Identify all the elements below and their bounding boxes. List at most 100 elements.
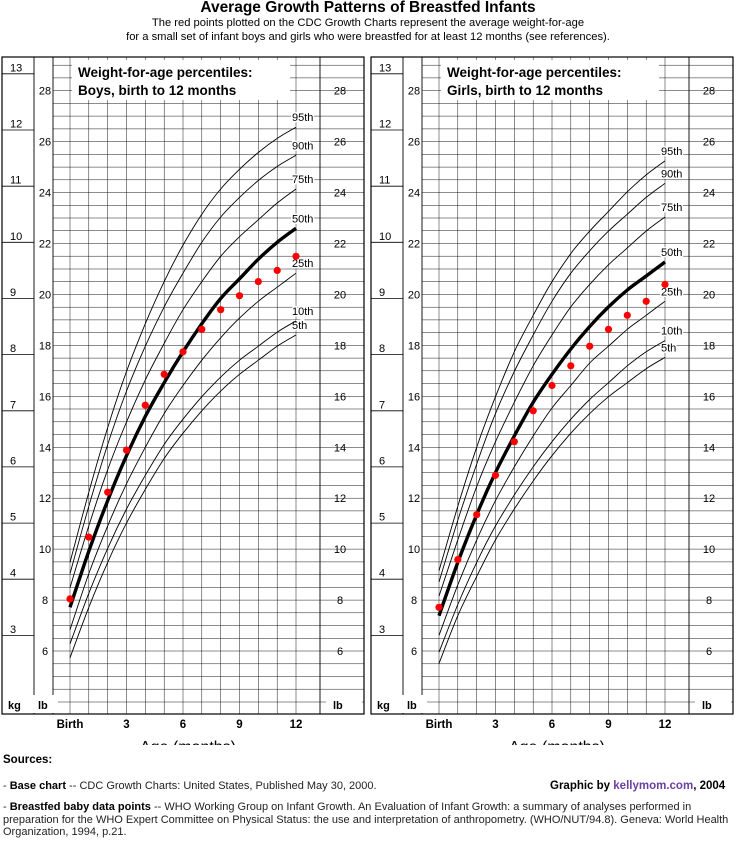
lb-tick-label-right: 6 — [706, 646, 712, 658]
x-axis-label: Age (months) — [509, 739, 605, 745]
kg-tick-label: 8 — [10, 343, 16, 355]
credit-site-link[interactable]: kellymom.com — [613, 780, 694, 792]
breastfed-data-point — [85, 533, 93, 541]
breastfed-data-point — [273, 266, 281, 274]
boys-weight-chart: 3456789101112134466881010121214141616181… — [1, 56, 365, 745]
chart-title-background — [72, 60, 290, 100]
kg-tick-label: 7 — [379, 399, 385, 411]
lb-tick-label-left: 26 — [39, 137, 51, 149]
breastfed-data-point — [661, 280, 669, 288]
lb-tick-label-right: 10 — [334, 544, 346, 556]
kg-tick-label: 13 — [10, 62, 22, 74]
breastfed-data-point — [122, 446, 131, 454]
percentile-label-95th: 95th — [661, 146, 682, 158]
lb-tick-label-right: 26 — [334, 137, 346, 149]
percentile-label-95th: 95th — [292, 112, 313, 124]
lb-unit-label-left: lb — [407, 700, 417, 712]
percentile-label-5th: 5th — [661, 342, 676, 354]
girls-weight-chart: 3456789101112134466881010121214141616181… — [370, 56, 734, 745]
breastfed-data-point — [586, 342, 594, 350]
percentile-curve-5th — [69, 334, 297, 658]
sources-heading: Sources: — [3, 754, 53, 766]
unit-label-background — [326, 695, 362, 713]
lb-tick-label-left: 20 — [408, 289, 420, 301]
lb-tick-label-left: 16 — [39, 391, 51, 403]
kg-tick-label: 12 — [10, 119, 22, 131]
lb-tick-label-left: 22 — [408, 239, 420, 251]
breastfed-data-point — [198, 325, 206, 333]
breastfed-data-point — [66, 595, 74, 603]
kg-tick-label: 5 — [10, 512, 16, 524]
source-base-chart-text: -- CDC Growth Charts: United States, Pub… — [66, 780, 377, 792]
kg-tick-label: 5 — [379, 512, 385, 524]
percentile-curve-10th — [69, 320, 297, 644]
kg-tick-label: 11 — [379, 175, 390, 187]
lb-tick-label-right: 16 — [703, 391, 715, 403]
breastfed-data-point — [435, 603, 443, 611]
lb-tick-label-right: 14 — [703, 442, 715, 454]
kg-tick-label: 11 — [10, 175, 21, 187]
credit-suffix: , 2004 — [693, 780, 726, 792]
x-tick-label: Birth — [426, 719, 453, 731]
chart-title-line-1: Weight-for-age percentiles: — [78, 65, 253, 80]
lb-unit-label-right: lb — [333, 700, 343, 712]
lb-tick-label-left: 12 — [408, 493, 420, 505]
breastfed-data-point — [510, 438, 518, 446]
unit-label-background — [3, 695, 58, 713]
lb-tick-label-right: 22 — [703, 239, 715, 251]
percentile-label-50th: 50th — [292, 213, 313, 225]
breastfed-data-point — [141, 401, 149, 409]
percentile-label-75th: 75th — [292, 174, 313, 186]
lb-tick-label-right: 12 — [703, 493, 715, 505]
credit-prefix: Graphic by — [550, 780, 614, 792]
lb-tick-label-left: 14 — [39, 442, 51, 454]
kg-tick-label: 10 — [10, 231, 22, 243]
breastfed-data-point — [160, 370, 168, 378]
kg-tick-label: 3 — [379, 624, 385, 636]
lb-tick-label-left: 10 — [39, 544, 51, 556]
percentile-curve-5th — [438, 357, 666, 664]
x-tick-label: 12 — [290, 719, 303, 731]
lb-unit-label-left: lb — [38, 700, 48, 712]
lb-tick-label-left: 8 — [42, 595, 48, 607]
lb-tick-label-left: 6 — [42, 646, 48, 658]
lb-tick-label-left: 28 — [39, 86, 51, 98]
lb-unit-label-right: lb — [702, 700, 712, 712]
x-axis-label: Age (months) — [140, 739, 236, 745]
x-tick-label: 6 — [180, 719, 186, 731]
lb-tick-label-left: 10 — [408, 544, 420, 556]
lb-tick-label-right: 8 — [706, 595, 712, 607]
x-tick-label: 3 — [492, 719, 498, 731]
lb-tick-label-left: 28 — [408, 86, 420, 98]
chart-title-line-2: Girls, birth to 12 months — [447, 83, 603, 98]
subtitle-line-2: for a small set of infant boys and girls… — [126, 31, 610, 43]
breastfed-data-point — [235, 292, 244, 300]
kg-tick-label: 10 — [379, 231, 391, 243]
lb-tick-label-left: 20 — [39, 289, 51, 301]
breastfed-data-point — [529, 407, 537, 415]
lb-tick-label-right: 28 — [703, 86, 715, 98]
percentile-label-10th: 10th — [661, 326, 682, 338]
source-data-points: - Breastfed baby data points -- WHO Work… — [3, 801, 729, 838]
x-tick-label: 9 — [605, 719, 611, 731]
lb-tick-label-right: 20 — [703, 289, 715, 301]
breastfed-data-point — [642, 297, 650, 305]
lb-tick-label-right: 16 — [334, 391, 346, 403]
lb-tick-label-right: 12 — [334, 493, 346, 505]
breastfed-data-point — [623, 311, 631, 319]
source-base-chart-label: Base chart — [9, 780, 66, 792]
lb-tick-label-right: 26 — [703, 137, 715, 149]
lb-tick-label-left: 6 — [411, 646, 417, 658]
breastfed-data-point — [491, 471, 500, 479]
kg-tick-label: 4 — [379, 568, 385, 580]
percentile-curve-25th — [438, 300, 666, 636]
x-tick-label: 3 — [123, 719, 129, 731]
subtitle-line-1: The red points plotted on the CDC Growth… — [151, 17, 585, 29]
kg-tick-label: 8 — [379, 343, 385, 355]
lb-tick-label-left: 18 — [408, 340, 420, 352]
lb-tick-label-left: 22 — [39, 239, 51, 251]
percentile-curve-95th — [69, 126, 297, 563]
lb-tick-label-left: 8 — [411, 595, 417, 607]
source-base-chart: - Base chart -- CDC Growth Charts: Unite… — [3, 780, 377, 792]
percentile-curve-75th — [438, 216, 666, 597]
